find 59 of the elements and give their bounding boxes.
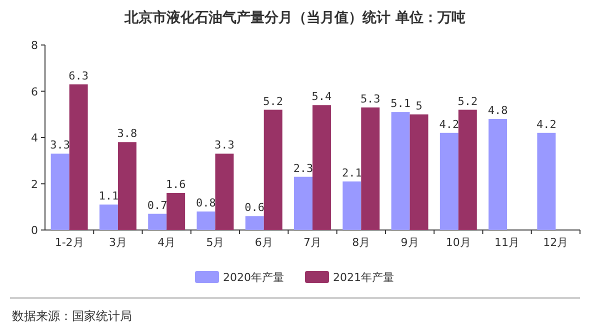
bar xyxy=(440,132,458,230)
data-label: 4.2 xyxy=(439,118,460,131)
bar xyxy=(264,110,282,230)
x-tick-label: 11月 xyxy=(494,236,520,249)
data-label: 3.3 xyxy=(50,138,70,152)
data-label: 2.3 xyxy=(293,162,314,175)
data-label: 5.2 xyxy=(458,94,478,108)
source-note: 数据来源：国家统计局 xyxy=(12,309,132,323)
data-label: 1.6 xyxy=(166,178,186,191)
bar xyxy=(361,107,380,230)
y-tick-label: 4 xyxy=(31,132,38,144)
x-tick-label: 7月 xyxy=(304,236,322,249)
x-tick-label: 1-2月 xyxy=(54,236,84,249)
data-label: 0.6 xyxy=(244,201,265,214)
data-label: 5.1 xyxy=(390,97,410,110)
y-tick-label: 0 xyxy=(31,224,38,237)
x-tick-label: 12月 xyxy=(543,236,568,249)
bar xyxy=(410,114,428,230)
data-label: 5.2 xyxy=(263,94,284,108)
bar xyxy=(537,132,556,230)
bar xyxy=(215,154,234,230)
y-tick-label: 6 xyxy=(31,85,38,98)
data-label: 3.3 xyxy=(214,138,234,152)
x-tick-label: 10月 xyxy=(446,236,471,249)
data-label: 1.1 xyxy=(98,190,119,203)
bar xyxy=(488,119,508,230)
y-tick-label: 2 xyxy=(31,178,38,191)
legend-label: 2020年产量 xyxy=(223,271,284,284)
x-tick-label: 8月 xyxy=(352,236,370,249)
bar xyxy=(148,214,167,230)
bar xyxy=(458,110,477,230)
x-tick-label: 3月 xyxy=(108,236,127,249)
data-label: 5.3 xyxy=(360,92,380,106)
bar xyxy=(342,181,362,230)
bar xyxy=(312,105,331,230)
data-label: 5.4 xyxy=(312,90,332,104)
bar xyxy=(391,112,410,230)
data-label: 5 xyxy=(416,99,422,112)
data-label: 3.8 xyxy=(117,127,138,140)
x-tick-label: 4月 xyxy=(158,236,176,249)
x-tick-label: 9月 xyxy=(400,236,419,249)
bar xyxy=(118,142,136,230)
bar xyxy=(69,84,88,230)
bar xyxy=(196,212,216,230)
bar xyxy=(245,216,264,230)
legend-label: 2021年产量 xyxy=(333,271,394,284)
data-label: 4.2 xyxy=(536,118,556,131)
x-tick-label: 5月 xyxy=(206,236,224,249)
data-label: 0.8 xyxy=(196,196,216,210)
data-label: 0.7 xyxy=(147,198,168,212)
data-label: 6.3 xyxy=(68,69,88,82)
bar xyxy=(294,176,312,230)
x-tick-label: 6月 xyxy=(254,236,273,249)
data-label: 4.8 xyxy=(488,104,508,117)
chart-title: 北京市液化石油气产量分月（当月值）统计 单位：万吨 xyxy=(124,9,466,26)
bar xyxy=(99,204,118,230)
bar xyxy=(50,154,70,230)
bar xyxy=(166,193,186,230)
y-tick-label: 8 xyxy=(31,39,38,52)
